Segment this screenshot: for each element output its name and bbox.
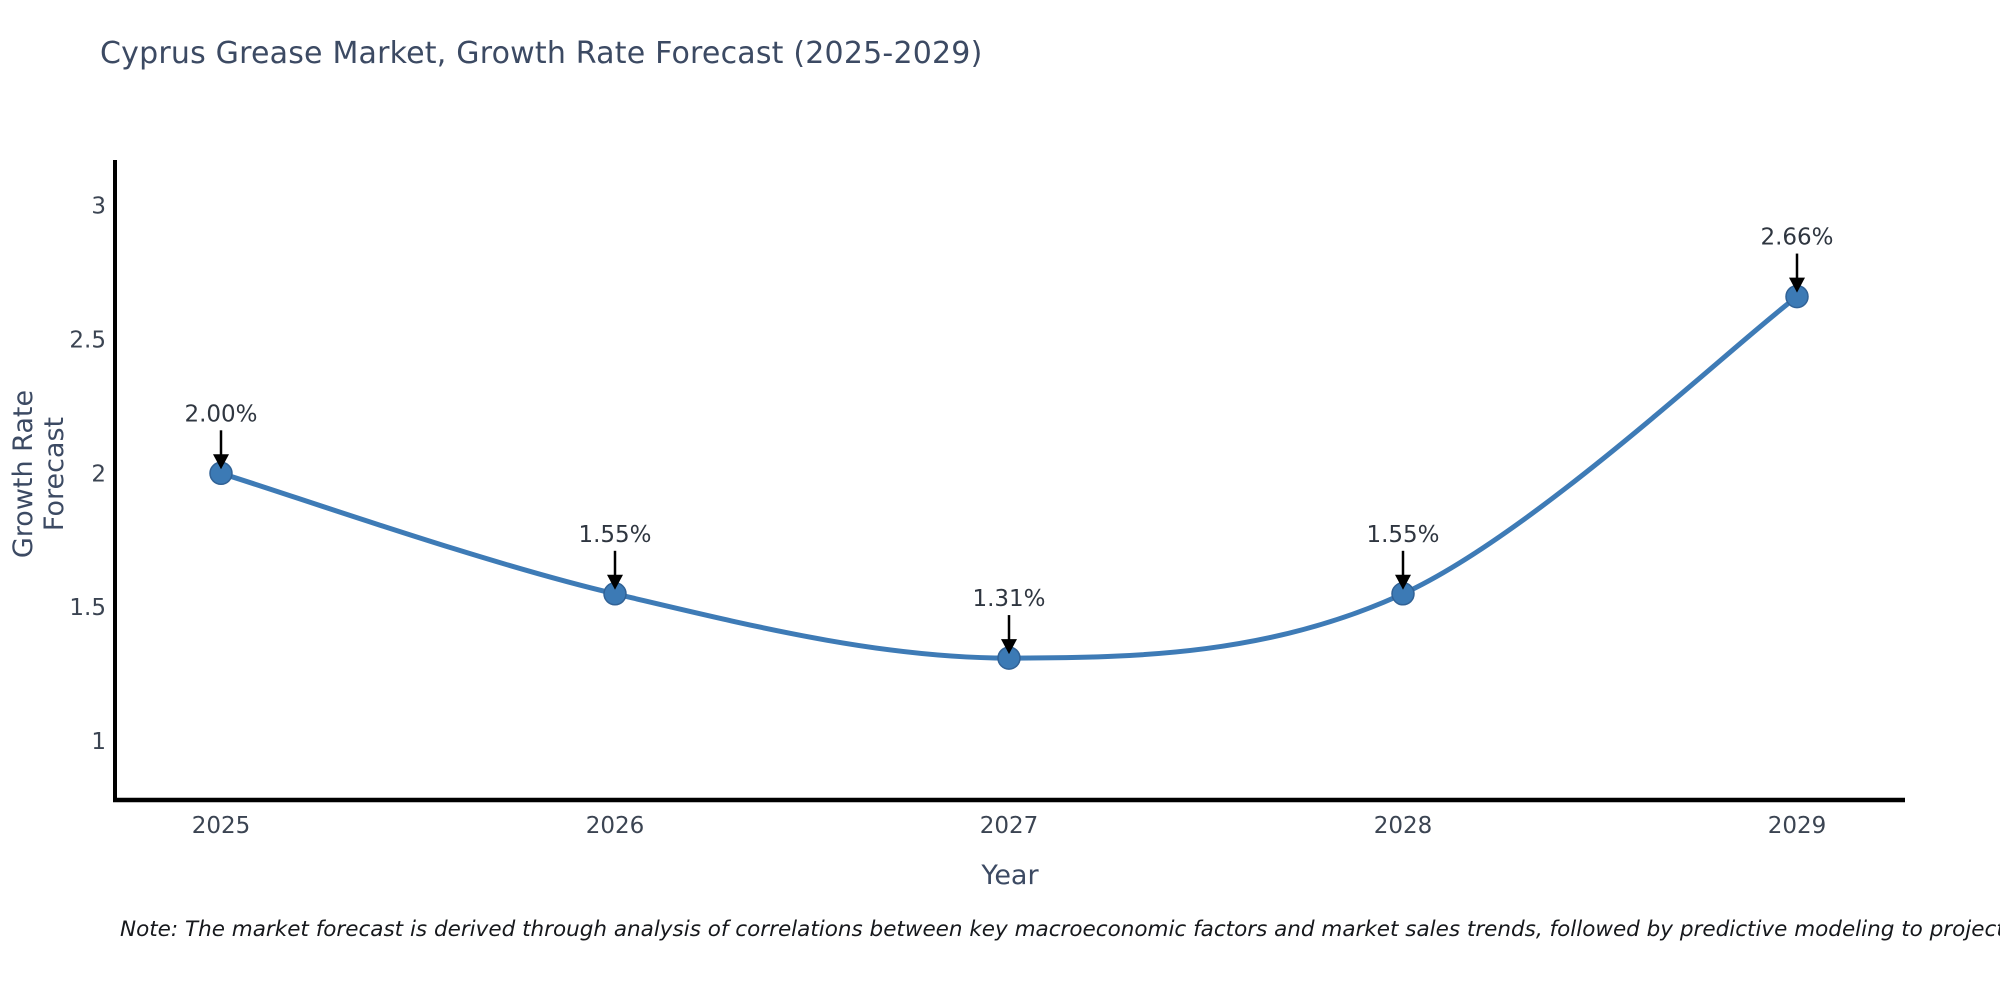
y-tick-label: 2: [91, 461, 106, 487]
y-tick-label: 1: [91, 729, 106, 755]
annotation-arrowhead-icon: [1001, 639, 1017, 655]
footnote: Note: The market forecast is derived thr…: [120, 917, 2000, 942]
data-point-label: 1.55%: [578, 522, 651, 548]
y-tick-label: 3: [91, 194, 106, 220]
x-tick-label: 2027: [980, 813, 1039, 839]
x-tick-label: 2026: [586, 813, 645, 839]
y-axis-title: Growth Rate Forecast: [8, 389, 70, 559]
data-point-label: 2.00%: [184, 401, 257, 427]
data-point-label: 1.31%: [972, 586, 1045, 612]
x-tick-label: 2029: [1768, 813, 1827, 839]
chart-title: Cyprus Grease Market, Growth Rate Foreca…: [100, 36, 983, 71]
y-tick-label: 1.5: [69, 595, 106, 621]
annotation-arrowhead-icon: [1789, 277, 1805, 293]
annotation-arrowhead-icon: [213, 454, 229, 470]
annotation-arrowhead-icon: [1395, 574, 1411, 590]
x-tick-label: 2028: [1374, 813, 1433, 839]
x-tick-label: 2025: [192, 813, 251, 839]
annotation-arrowhead-icon: [607, 574, 623, 590]
x-axis-title: Year: [981, 860, 1039, 891]
data-point-label: 2.66%: [1760, 225, 1833, 251]
y-tick-label: 2.5: [69, 327, 106, 353]
data-point-label: 1.55%: [1366, 522, 1439, 548]
